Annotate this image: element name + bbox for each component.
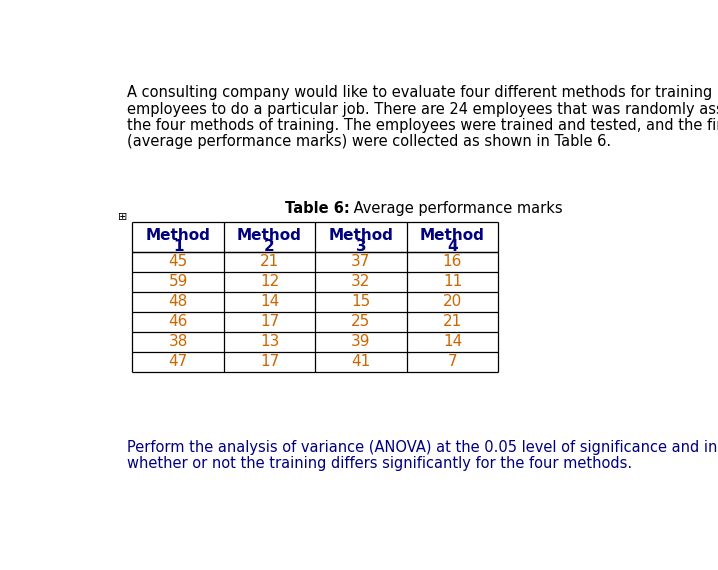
Text: A consulting company would like to evaluate four different methods for training : A consulting company would like to evalu… [127, 86, 718, 100]
Text: 17: 17 [260, 314, 279, 329]
Text: 25: 25 [351, 314, 370, 329]
Text: Average performance marks: Average performance marks [350, 201, 563, 216]
Text: the four methods of training. The employees were trained and tested, and the fin: the four methods of training. The employ… [127, 117, 718, 133]
Text: 7: 7 [447, 355, 457, 369]
Text: Method: Method [420, 228, 485, 243]
Text: 17: 17 [260, 355, 279, 369]
Text: 16: 16 [443, 254, 462, 269]
Text: 39: 39 [351, 334, 370, 349]
Text: Table 6:: Table 6: [284, 201, 350, 216]
Text: 21: 21 [443, 314, 462, 329]
Text: 45: 45 [169, 254, 187, 269]
Text: ⊞: ⊞ [118, 211, 128, 222]
Text: 4: 4 [447, 239, 458, 254]
Text: 38: 38 [169, 334, 188, 349]
Text: 48: 48 [169, 294, 187, 309]
Text: Perform the analysis of variance (ANOVA) at the 0.05 level of significance and i: Perform the analysis of variance (ANOVA)… [127, 439, 718, 454]
Text: (average performance marks) were collected as shown in Table 6.: (average performance marks) were collect… [127, 134, 611, 149]
Text: 12: 12 [260, 274, 279, 289]
Text: 13: 13 [260, 334, 279, 349]
Text: 41: 41 [351, 355, 370, 369]
Text: 14: 14 [443, 334, 462, 349]
Text: 20: 20 [443, 294, 462, 309]
Text: 32: 32 [351, 274, 370, 289]
Text: 15: 15 [351, 294, 370, 309]
Text: 21: 21 [260, 254, 279, 269]
Text: 3: 3 [355, 239, 366, 254]
Text: 47: 47 [169, 355, 187, 369]
Text: whether or not the training differs significantly for the four methods.: whether or not the training differs sign… [127, 455, 632, 471]
Text: 46: 46 [169, 314, 188, 329]
Text: employees to do a particular job. There are 24 employees that was randomly assig: employees to do a particular job. There … [127, 101, 718, 116]
Text: Method: Method [329, 228, 393, 243]
Text: 2: 2 [264, 239, 275, 254]
Text: Method: Method [237, 228, 302, 243]
Text: 59: 59 [169, 274, 188, 289]
Text: Method: Method [146, 228, 210, 243]
Text: 14: 14 [260, 294, 279, 309]
Text: 11: 11 [443, 274, 462, 289]
Text: 37: 37 [351, 254, 370, 269]
Text: 1: 1 [173, 239, 183, 254]
